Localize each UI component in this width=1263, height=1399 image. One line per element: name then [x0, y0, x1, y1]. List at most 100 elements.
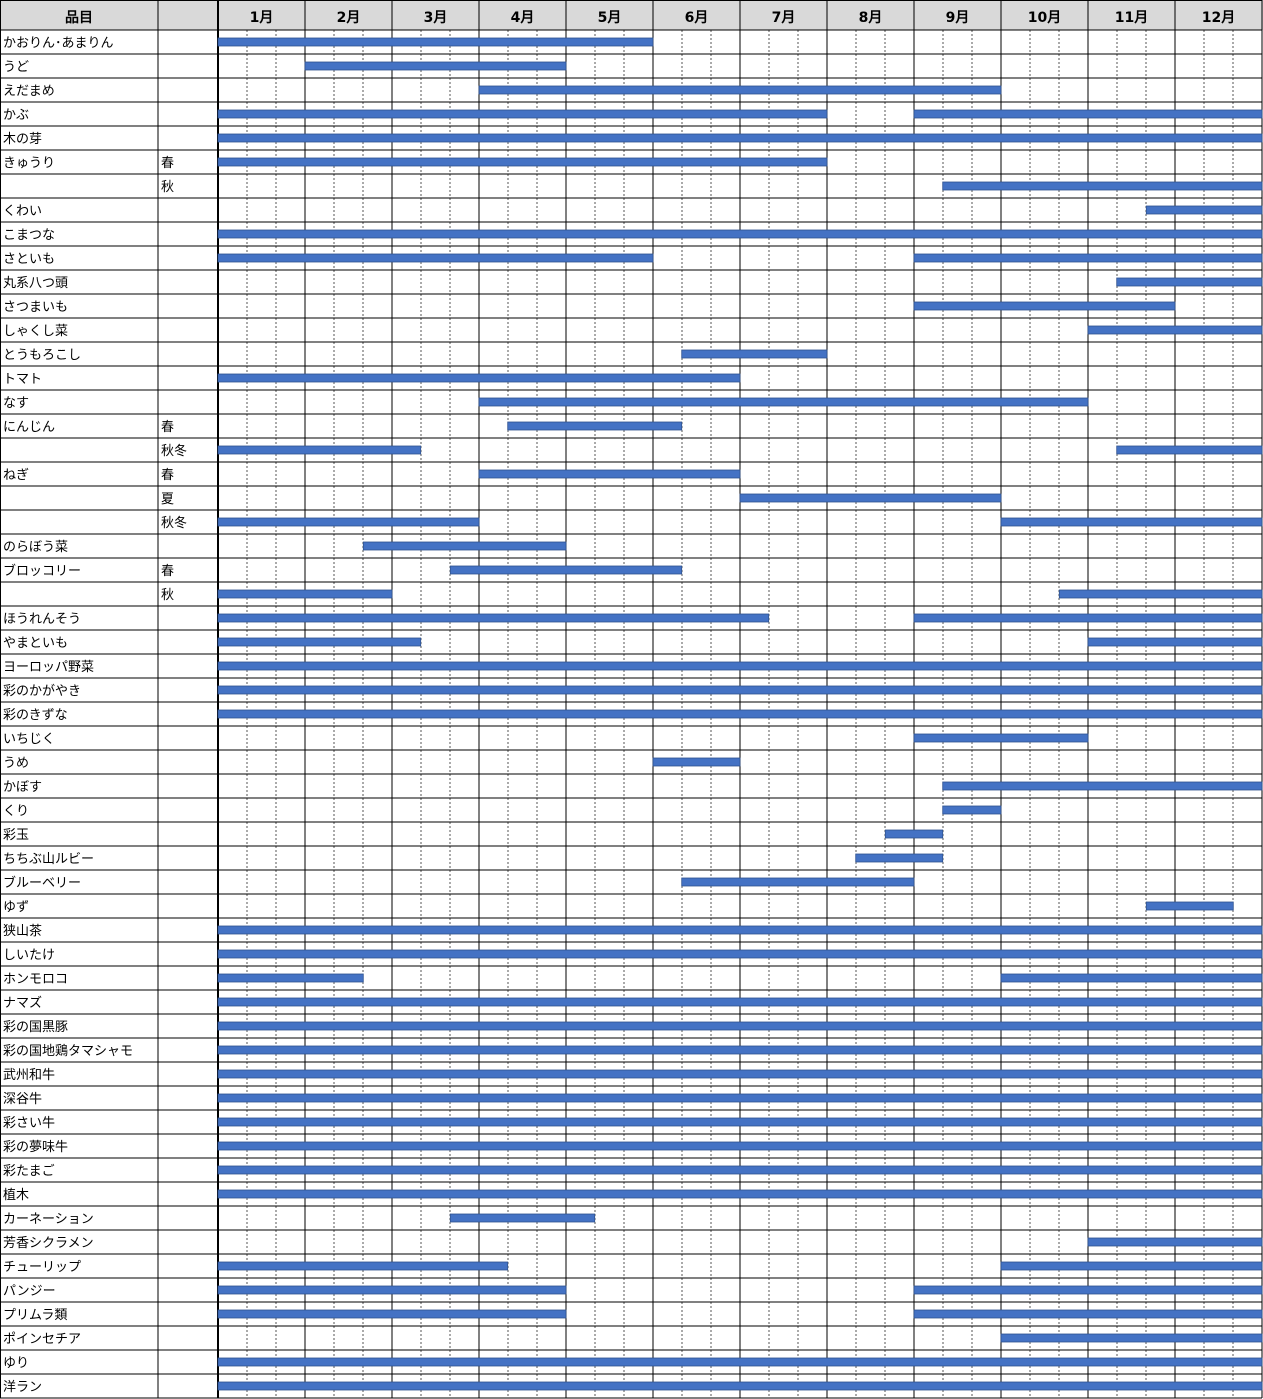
item-name-label: ホンモロコ [3, 972, 68, 987]
item-name-label: さつまいも [3, 300, 68, 315]
availability-bar [1145, 901, 1234, 911]
availability-bar [913, 253, 1263, 263]
season-label: 秋 [161, 588, 174, 603]
availability-bar [217, 157, 828, 167]
availability-bar [217, 973, 364, 983]
month-label: 12月 [1202, 10, 1235, 26]
item-name-label: かぶ [3, 108, 29, 123]
item-name-label: くわい [3, 204, 42, 219]
availability-bar [1000, 973, 1263, 983]
item-name-label: ナマズ [3, 995, 42, 1011]
month-label: 9月 [946, 10, 970, 26]
availability-bar [217, 1165, 1263, 1175]
item-name-label: かおりん･あまりん [3, 36, 114, 51]
item-name-label: 彩の国黒豚 [3, 1020, 68, 1035]
item-name-label: ブルーベリー [3, 875, 81, 891]
availability-bar [217, 253, 654, 263]
availability-bar [1116, 445, 1263, 455]
availability-bar [217, 1285, 567, 1295]
item-name-label: プリムラ類 [3, 1308, 67, 1323]
availability-bar [217, 997, 1263, 1007]
availability-bar [913, 1285, 1263, 1295]
availability-bar [449, 565, 683, 575]
header-row-background [0, 0, 1263, 30]
availability-bar [1145, 205, 1263, 215]
availability-bar [217, 1357, 1263, 1367]
month-label: 8月 [859, 10, 883, 26]
availability-bar [217, 1117, 1263, 1127]
item-name-label: ほうれんそう [3, 612, 81, 627]
availability-bar [913, 733, 1089, 743]
availability-bar [507, 421, 683, 431]
month-label: 10月 [1028, 10, 1061, 26]
availability-bar [217, 925, 1263, 935]
item-name-label: 彩たまご [3, 1163, 55, 1179]
availability-bar [217, 1141, 1263, 1151]
item-name-label: チューリップ [3, 1260, 81, 1275]
availability-bar [884, 829, 944, 839]
season-label: 秋冬 [161, 443, 187, 459]
item-name-label: さといも [3, 252, 55, 267]
availability-bar [217, 589, 393, 599]
season-label: 春 [161, 564, 174, 579]
item-name-label: 彩の国地鶏タマシャモ [3, 1044, 133, 1059]
availability-bar [217, 1021, 1263, 1031]
item-name-label: 木の芽 [3, 132, 42, 147]
month-label: 4月 [511, 10, 535, 26]
availability-bar [942, 805, 1002, 815]
item-name-label: きゅうり [3, 156, 55, 171]
availability-bar [362, 541, 567, 551]
availability-bar [217, 373, 741, 383]
availability-bar [217, 1309, 567, 1319]
month-label: 1月 [250, 10, 274, 26]
month-label: 5月 [598, 10, 622, 26]
availability-bar [478, 85, 1002, 95]
availability-bar [217, 1045, 1263, 1055]
availability-bar [304, 61, 567, 71]
item-name-label: いちじく [3, 732, 55, 747]
availability-bar [1000, 1261, 1263, 1271]
availability-bar [217, 1261, 509, 1271]
item-name-label: えだまめ [3, 84, 55, 99]
item-name-label: トマト [3, 372, 42, 387]
availability-bar [217, 613, 770, 623]
availability-bar [478, 469, 741, 479]
availability-bar [1000, 1333, 1263, 1343]
item-name-label: ねぎ [3, 468, 29, 483]
item-name-label: ちちぶ山ルビー [3, 852, 94, 867]
availability-bar [1087, 325, 1263, 335]
availability-bar [217, 1189, 1263, 1199]
availability-bar [942, 181, 1263, 191]
item-name-label: 彩のきずな [3, 708, 68, 723]
item-column-header: 品目 [65, 10, 93, 26]
availability-bar [1087, 637, 1263, 647]
availability-bar [217, 1069, 1263, 1079]
item-name-label: なす [3, 396, 29, 411]
season-label: 秋冬 [161, 515, 187, 531]
item-name-label: うど [3, 60, 29, 75]
season-label: 秋 [161, 180, 174, 195]
availability-bar [217, 1093, 1263, 1103]
availability-bar [913, 1309, 1263, 1319]
bars-layer [217, 37, 1263, 1391]
header-background [0, 0, 1263, 30]
month-label: 11月 [1115, 10, 1148, 26]
month-label: 6月 [685, 10, 709, 26]
item-name-label: 丸系八つ頭 [3, 276, 68, 291]
availability-bar [1000, 517, 1263, 527]
availability-bar [217, 637, 422, 647]
availability-bar [217, 1381, 1263, 1391]
item-name-label: 彩の夢味牛 [3, 1140, 68, 1155]
item-name-label: にんじん [3, 420, 55, 435]
item-name-label: 深谷牛 [3, 1092, 42, 1107]
labels-layer: 品目 1月 2月 3月 4月 5月 6月 7月 8月 9月 10月 11月 12月かおりん･あまりんう… [3, 10, 1235, 1395]
item-name-label: 武州和牛 [3, 1068, 55, 1083]
item-name-label: 彩玉 [3, 828, 29, 843]
item-name-label: のらぼう菜 [3, 540, 68, 555]
item-name-label: とうもろこし [3, 348, 81, 363]
month-label: 2月 [337, 10, 361, 26]
availability-bar [942, 781, 1263, 791]
item-name-label: 芳香シクラメン [3, 1236, 94, 1251]
